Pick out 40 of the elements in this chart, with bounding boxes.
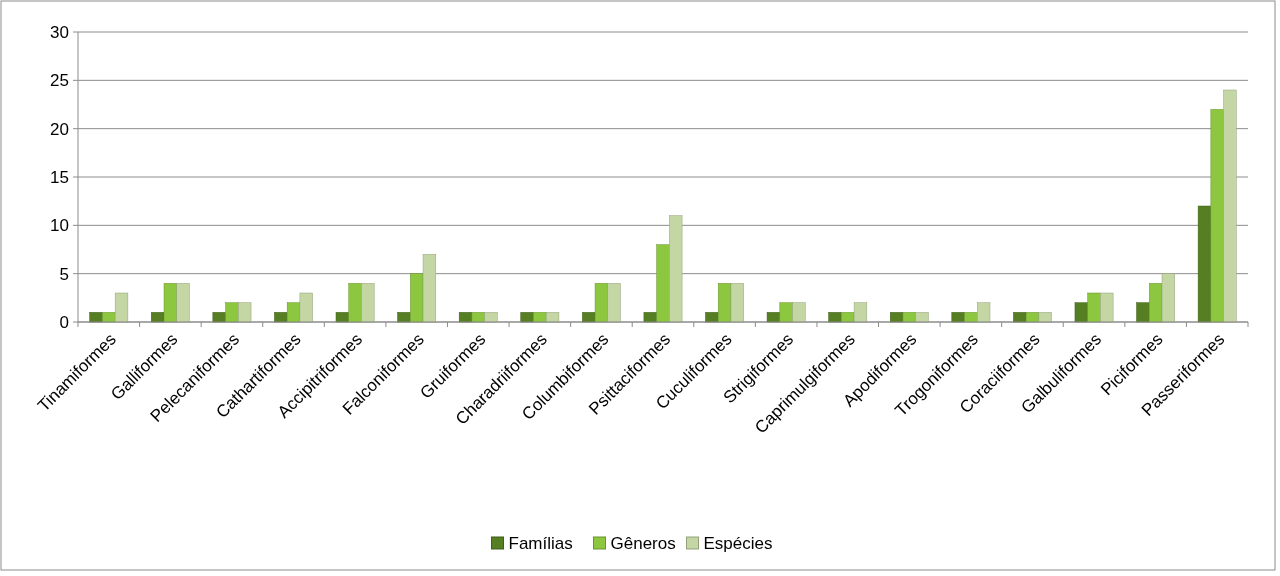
bar <box>1210 109 1224 323</box>
bar <box>915 312 929 323</box>
bar <box>730 283 744 323</box>
bar <box>1087 292 1101 323</box>
y-tick-label: 20 <box>50 119 69 139</box>
bar <box>545 312 560 323</box>
y-tick-label: 25 <box>50 71 69 91</box>
bar <box>1100 292 1114 323</box>
bar <box>1223 89 1237 323</box>
bar <box>484 312 498 323</box>
bar <box>594 283 609 323</box>
legend-label: Famílias <box>508 533 573 553</box>
y-tick-label: 15 <box>50 167 69 187</box>
bar <box>348 283 362 323</box>
bar <box>1074 302 1088 323</box>
bar <box>422 254 437 323</box>
bar <box>361 283 375 323</box>
bar <box>607 283 621 323</box>
y-tick-label: 5 <box>59 264 69 284</box>
bar <box>853 302 868 323</box>
bar <box>779 302 793 323</box>
legend-label: Espécies <box>703 533 773 553</box>
y-tick-label: 30 <box>50 22 69 42</box>
bar <box>792 302 806 323</box>
bar <box>114 292 129 323</box>
bar <box>1161 273 1175 323</box>
legend-label: Gêneros <box>610 533 676 553</box>
y-tick-label: 0 <box>59 312 69 332</box>
bar <box>669 215 683 323</box>
bar <box>163 283 177 323</box>
bar <box>1197 205 1212 323</box>
bar <box>656 244 670 323</box>
bar <box>1038 312 1052 323</box>
bar <box>176 283 190 323</box>
bar <box>299 292 313 323</box>
y-tick-label: 10 <box>50 216 69 236</box>
bar <box>1136 302 1150 323</box>
bar <box>238 302 252 323</box>
bar <box>977 302 991 323</box>
bar <box>225 302 239 323</box>
